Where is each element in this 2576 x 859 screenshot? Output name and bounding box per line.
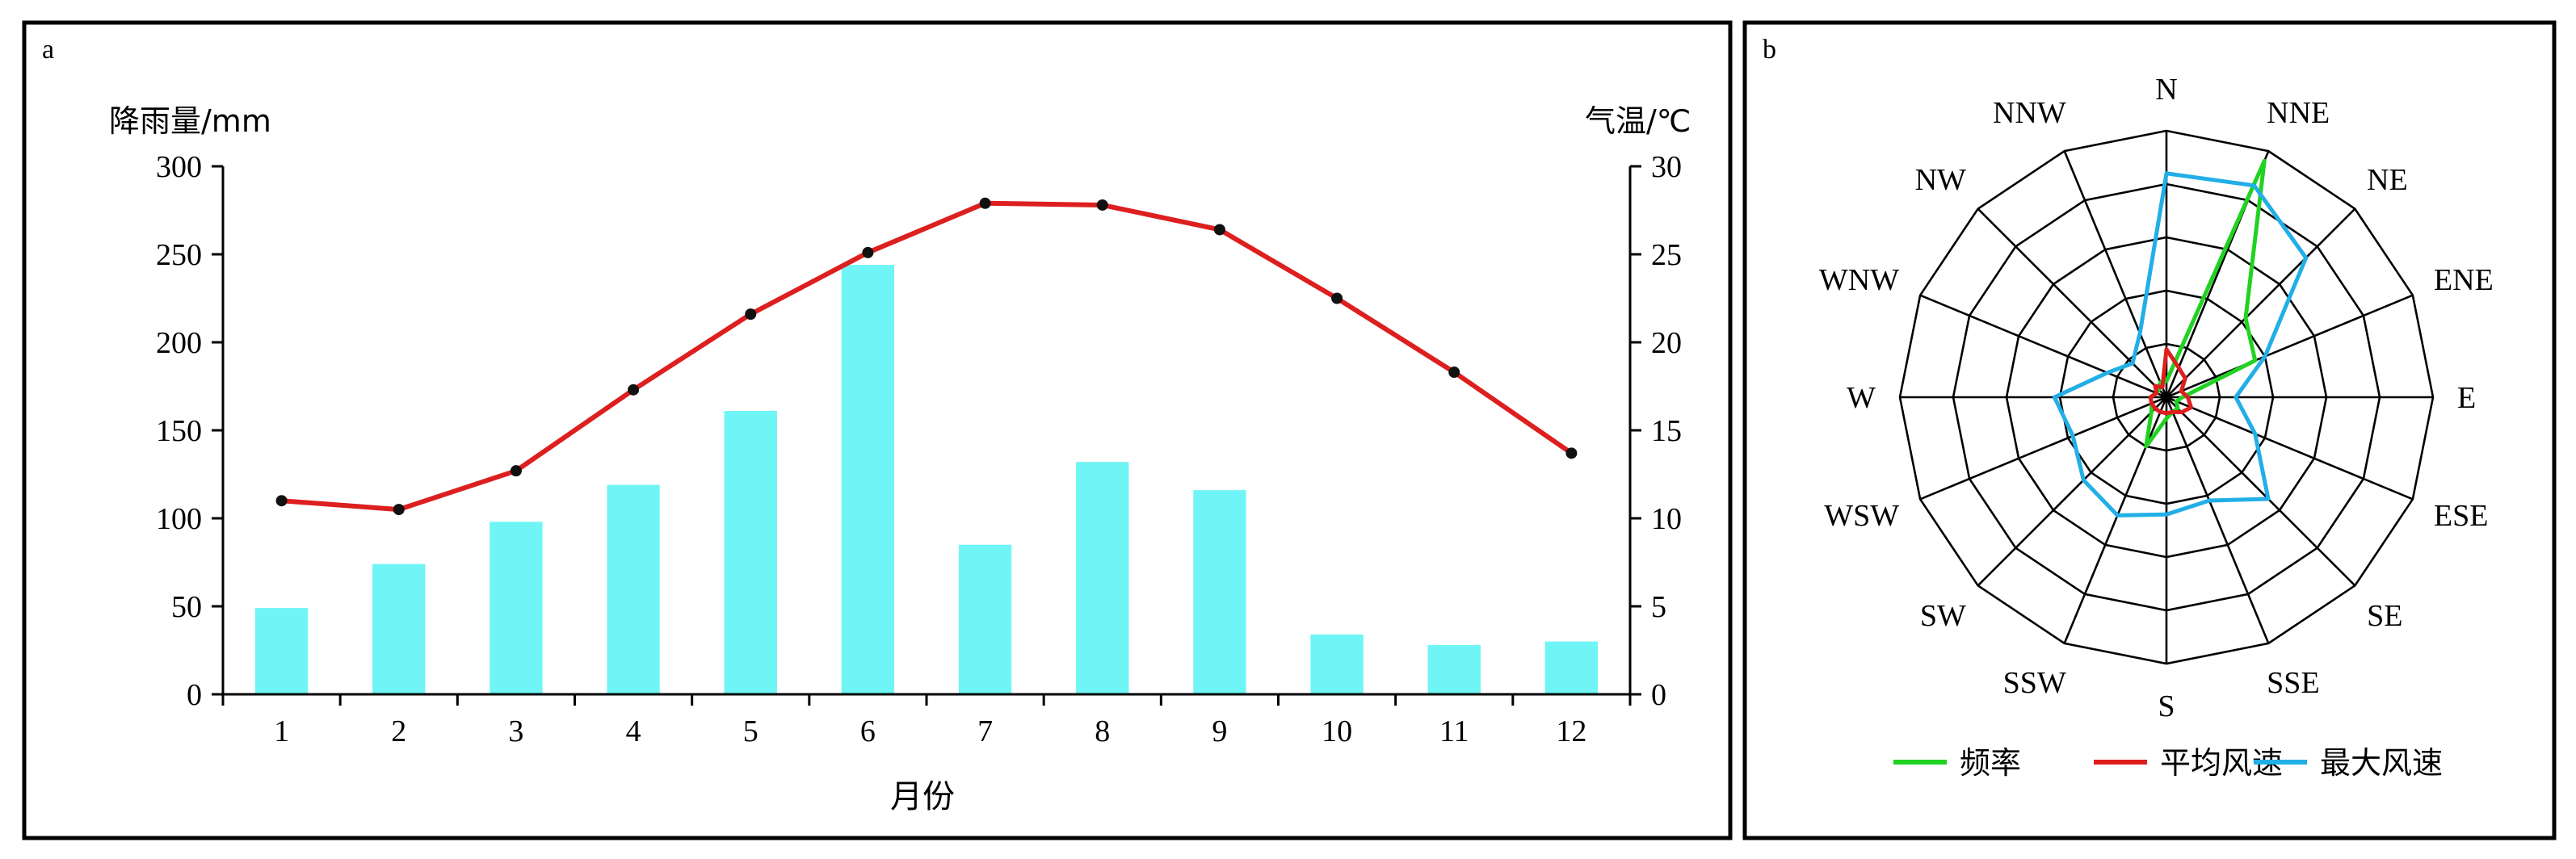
x-tick-label: 10	[1322, 714, 1352, 748]
temperature-point	[1331, 292, 1343, 304]
x-tick-label: 12	[1556, 714, 1586, 748]
right-y-tick-label: 25	[1651, 238, 1682, 272]
radar-series-line	[2148, 347, 2193, 416]
radar-spoke	[1977, 396, 2167, 587]
temperature-point	[1448, 367, 1460, 379]
rainfall-bars	[254, 265, 1599, 695]
temperature-series	[275, 197, 1578, 516]
direction-label: NNW	[1993, 96, 2066, 130]
rainfall-bar	[958, 544, 1012, 694]
direction-label: SSW	[2003, 666, 2066, 700]
left-y-tick-label: 300	[156, 150, 202, 184]
rainfall-bar	[841, 265, 895, 695]
right-y-tick-label: 10	[1651, 502, 1682, 536]
radar-spoke	[2063, 150, 2168, 398]
radar-series-line	[2052, 171, 2309, 517]
direction-label: SE	[2367, 599, 2402, 633]
radar-series	[2052, 158, 2309, 517]
rainfall-bar	[254, 608, 309, 694]
radar-spoke	[2166, 396, 2356, 587]
radar-spoke	[2166, 294, 2414, 399]
right-axis-title: 气温/℃	[1585, 103, 1691, 139]
radar-grid	[1898, 129, 2435, 665]
rainfall-bar	[372, 564, 426, 694]
temperature-point	[510, 465, 522, 477]
direction-label: W	[1847, 381, 1876, 415]
radar-spoke	[1919, 294, 2167, 399]
x-tick-label: 9	[1212, 714, 1227, 748]
x-tick-label: 2	[391, 714, 406, 748]
legend-label: 最大风速	[2320, 745, 2443, 781]
x-tick-label: 5	[743, 714, 759, 748]
radar-spoke	[2165, 396, 2270, 644]
rainfall-bar	[1544, 641, 1599, 694]
direction-label: SW	[1920, 599, 1966, 633]
x-tick-label: 3	[508, 714, 523, 748]
temperature-point	[745, 308, 757, 321]
left-y-tick-label: 250	[156, 238, 202, 272]
direction-label: N	[2155, 73, 2177, 107]
left-y-tick-label: 150	[156, 414, 202, 448]
x-tick-label: 11	[1439, 714, 1469, 748]
direction-label: NNE	[2267, 96, 2330, 130]
left-y-tick-label: 50	[171, 590, 202, 624]
left-y-tick-label: 0	[187, 678, 202, 712]
direction-label: SSE	[2267, 666, 2319, 700]
radar-legend: 频率 平均风速 最大风速	[1893, 745, 2443, 781]
radar-spoke	[1919, 396, 2167, 501]
temperature-line	[281, 200, 1574, 513]
right-y-tick-label: 0	[1651, 678, 1666, 712]
radar-spoke	[1977, 207, 2167, 398]
rainfall-bar	[490, 522, 543, 694]
direction-label: E	[2457, 381, 2476, 415]
temperature-point	[979, 197, 991, 209]
x-axis-title: 月份	[890, 778, 955, 815]
legend-label: 频率	[1960, 745, 2021, 781]
x-tick-label: 4	[626, 714, 641, 748]
direction-label: NE	[2367, 163, 2408, 197]
rainfall-bar	[724, 411, 777, 694]
temperature-point	[1565, 447, 1578, 459]
x-tick-label: 8	[1095, 714, 1110, 748]
direction-label: WSW	[1824, 499, 1899, 533]
panel-b-label: b	[1763, 35, 1776, 65]
x-tick-label: 7	[977, 714, 993, 748]
rainfall-bar	[1193, 490, 1246, 694]
temperature-point	[1213, 224, 1225, 236]
direction-label: ESE	[2434, 499, 2489, 533]
right-y-tick-label: 30	[1651, 150, 1682, 184]
temperature-point	[393, 504, 405, 516]
x-tick-label: 1	[274, 714, 289, 748]
left-axis-title: 降雨量/mm	[109, 103, 271, 139]
rainfall-bar	[1427, 644, 1481, 694]
radar-spoke	[2063, 396, 2168, 644]
direction-label: S	[2158, 689, 2175, 723]
rainfall-bar	[607, 484, 660, 694]
right-y-tick-label: 15	[1651, 414, 1682, 448]
right-y-tick-label: 20	[1651, 326, 1682, 360]
radar-direction-labels: N NNE NE ENE E ESE SE SSE S SSW SW WSW W WNW NW NNW	[1819, 73, 2494, 723]
panel-a-frame	[22, 20, 1733, 840]
direction-label: WNW	[1819, 263, 1899, 297]
left-y-tick-label: 200	[156, 326, 202, 360]
rainfall-bar	[1076, 462, 1129, 694]
x-tick-label: 6	[860, 714, 876, 748]
temperature-point	[1096, 199, 1108, 211]
temperature-point	[862, 246, 874, 258]
direction-label: NW	[1915, 163, 1966, 197]
temperature-point	[275, 495, 288, 507]
right-y-tick-label: 5	[1651, 590, 1666, 624]
left-y-tick-label: 100	[156, 502, 202, 536]
radar-spoke	[2166, 207, 2356, 398]
temperature-point	[628, 383, 640, 396]
panel-a-label: a	[42, 35, 54, 65]
radar-spoke	[2166, 396, 2414, 501]
panel-b-frame	[1742, 20, 2557, 840]
rainfall-bar	[1310, 634, 1364, 694]
direction-label: ENE	[2434, 263, 2494, 297]
